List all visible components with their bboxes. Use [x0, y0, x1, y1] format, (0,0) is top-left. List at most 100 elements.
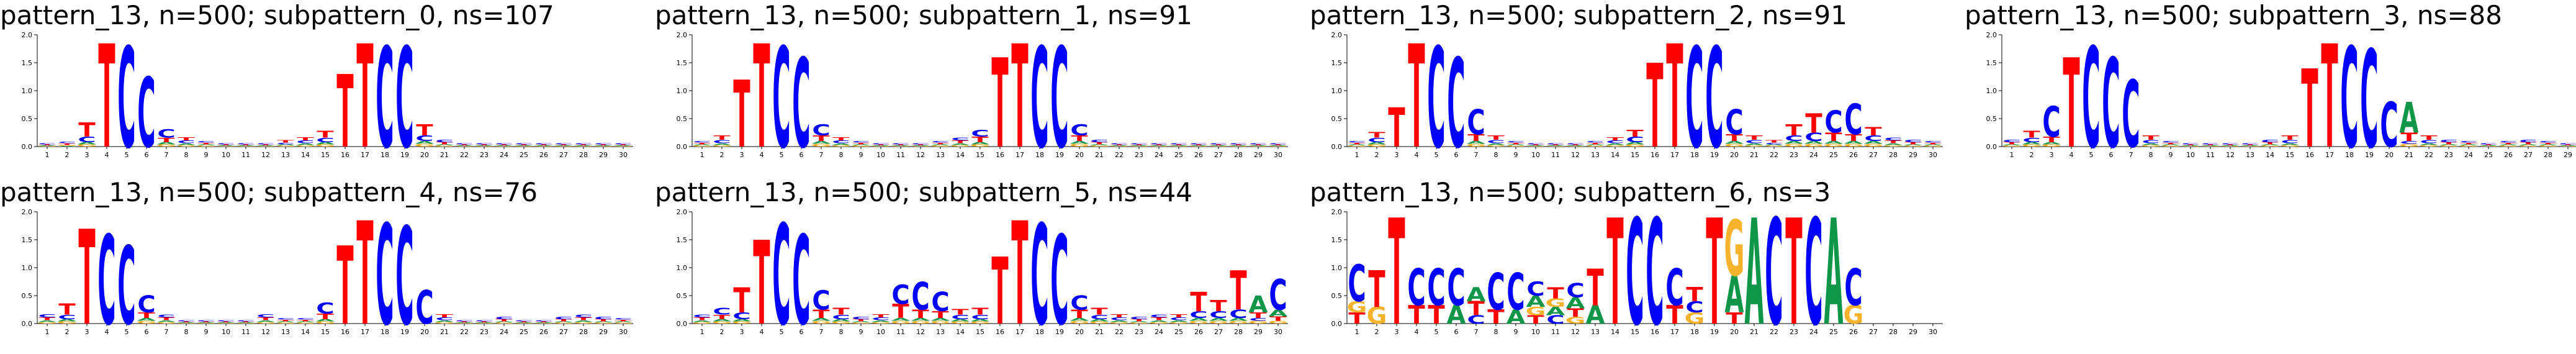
logo-letter-T: T: [2321, 15, 2338, 180]
logo-letter-G: G: [2042, 144, 2062, 148]
logo-letter-T: T: [38, 317, 56, 321]
logo-letter-G: G: [2399, 143, 2420, 147]
logo-letter-T: T: [2539, 142, 2557, 145]
logo-letter-T: T: [1190, 286, 1207, 318]
x-tick-label: 14: [956, 151, 965, 159]
logo-letter-T: T: [1467, 133, 1485, 143]
x-tick-label: 4: [105, 151, 109, 159]
logo-letter-A: A: [911, 317, 930, 322]
logo-letter-A: A: [713, 319, 732, 322]
logo-letter-G: G: [315, 144, 336, 148]
logo-panel-5: pattern_13, n=500; subpattern_5, ns=44 0…: [655, 177, 1294, 354]
x-tick-label: 26: [1849, 151, 1858, 159]
logo-letter-T: T: [78, 119, 96, 141]
logo-letter-C: C: [1725, 103, 1743, 143]
y-tick-label: 1.0: [1331, 264, 1343, 272]
logo-letter-G: G: [1189, 320, 1209, 324]
x-tick-label: 2: [2030, 151, 2034, 159]
logo-letter-T: T: [832, 306, 850, 317]
logo-letter-C: C: [2141, 139, 2159, 145]
logo-letter-A: A: [316, 142, 335, 145]
logo-letter-T: T: [1527, 313, 1544, 326]
logo-letter-A: A: [177, 143, 196, 145]
logo-letter-T: T: [1388, 189, 1405, 354]
x-tick-label: 7: [819, 151, 824, 159]
logo-letter-T: T: [2182, 144, 2199, 146]
x-tick-label: 4: [1415, 328, 1419, 336]
logo-letter-A: A: [574, 320, 593, 322]
logo-letter-T: T: [178, 136, 195, 142]
logo-letter-C: C: [1685, 19, 1703, 179]
logo-letter-A: A: [197, 322, 216, 323]
logo-letter-G: G: [1109, 146, 1130, 147]
sequence-logo-chart: 0.00.51.01.52.01 2 3 4 5 6 7 8 9 10 11 12 13 14 15 16 17…: [677, 192, 1289, 354]
logo-letter-A: A: [1606, 143, 1625, 145]
logo-letter-C: C: [772, 19, 790, 179]
logo-letter-C: C: [1765, 189, 1783, 354]
x-tick-label: 7: [2129, 151, 2133, 159]
logo-letter-A: A: [217, 145, 236, 146]
logo-letter-G: G: [256, 322, 276, 324]
logo-letter-T: T: [1110, 313, 1128, 319]
logo-letter-G: G: [1367, 144, 1387, 148]
logo-letter-T: T: [1567, 144, 1584, 146]
logo-letter-C: C: [2559, 143, 2576, 145]
x-tick-label: 19: [1710, 151, 1719, 159]
x-tick-label: 15: [2286, 151, 2294, 159]
y-tick-label: 0.5: [22, 292, 33, 300]
x-tick-label: 3: [2050, 151, 2054, 159]
logo-letter-C: C: [2241, 143, 2259, 145]
logo-letter-T: T: [1567, 307, 1584, 320]
y-tick-label: 1.5: [1331, 236, 1343, 244]
logo-letter-A: A: [2400, 94, 2419, 143]
logo-letter-A: A: [852, 144, 871, 146]
x-tick-label: 18: [381, 328, 389, 336]
logo-letter-C: C: [891, 143, 909, 145]
x-tick-label: 12: [916, 151, 925, 159]
logo-letter-T: T: [832, 136, 850, 142]
logo-letter-C: C: [2022, 137, 2040, 144]
logo-letter-T: T: [872, 144, 889, 146]
logo-letter-C: C: [1745, 139, 1763, 145]
logo-letter-A: A: [157, 142, 176, 145]
logo-letter-A: A: [256, 145, 276, 146]
logo-letter-A: A: [1864, 140, 1883, 145]
x-tick-label: 1: [45, 328, 50, 336]
logo-letter-G: G: [1526, 146, 1546, 147]
logo-letter-G: G: [970, 321, 991, 325]
logo-letter-G: G: [156, 144, 177, 148]
logo-letter-C: C: [2181, 143, 2199, 145]
logo-letter-G: G: [574, 322, 594, 324]
y-tick-label: 0.5: [1986, 115, 1997, 123]
x-tick-label: 2: [720, 328, 724, 336]
x-tick-label: 19: [2365, 151, 2374, 159]
x-tick-label: 21: [1750, 328, 1759, 336]
logo-letter-C: C: [197, 140, 215, 143]
sequence-logo-chart: 0.00.51.01.52.01 2 3 4 5 6 7 8 9 10 11 12 13 14 15 16 17…: [1331, 189, 1943, 354]
logo-letter-C: C: [951, 314, 969, 321]
x-tick-label: 16: [996, 328, 1004, 336]
x-tick-label: 28: [579, 328, 588, 336]
logo-letter-C: C: [1844, 96, 1862, 145]
x-tick-label: 24: [1155, 328, 1163, 336]
logo-letter-G: G: [256, 146, 276, 147]
logo-letter-C: C: [1209, 310, 1227, 320]
logo-letter-G: G: [534, 146, 554, 147]
logo-letter-C: C: [395, 19, 413, 179]
logo-letter-T: T: [416, 121, 433, 139]
x-tick-label: 5: [125, 328, 129, 336]
logo-letter-C: C: [2539, 140, 2557, 143]
logo-letter-A: A: [1884, 143, 1903, 145]
logo-letter-A: A: [2201, 145, 2220, 146]
logo-letter-C: C: [852, 140, 870, 143]
x-tick-label: 10: [1531, 328, 1540, 336]
logo-letter-C: C: [554, 143, 572, 145]
x-tick-label: 8: [839, 328, 844, 336]
logo-letter-G: G: [2002, 145, 2022, 147]
x-tick-label: 9: [859, 151, 863, 159]
logo-letter-G: G: [37, 146, 58, 147]
logo-letter-A: A: [693, 144, 712, 146]
x-tick-label: 10: [222, 151, 230, 159]
logo-letter-C: C: [693, 140, 711, 143]
logo-letter-A: A: [58, 146, 77, 147]
